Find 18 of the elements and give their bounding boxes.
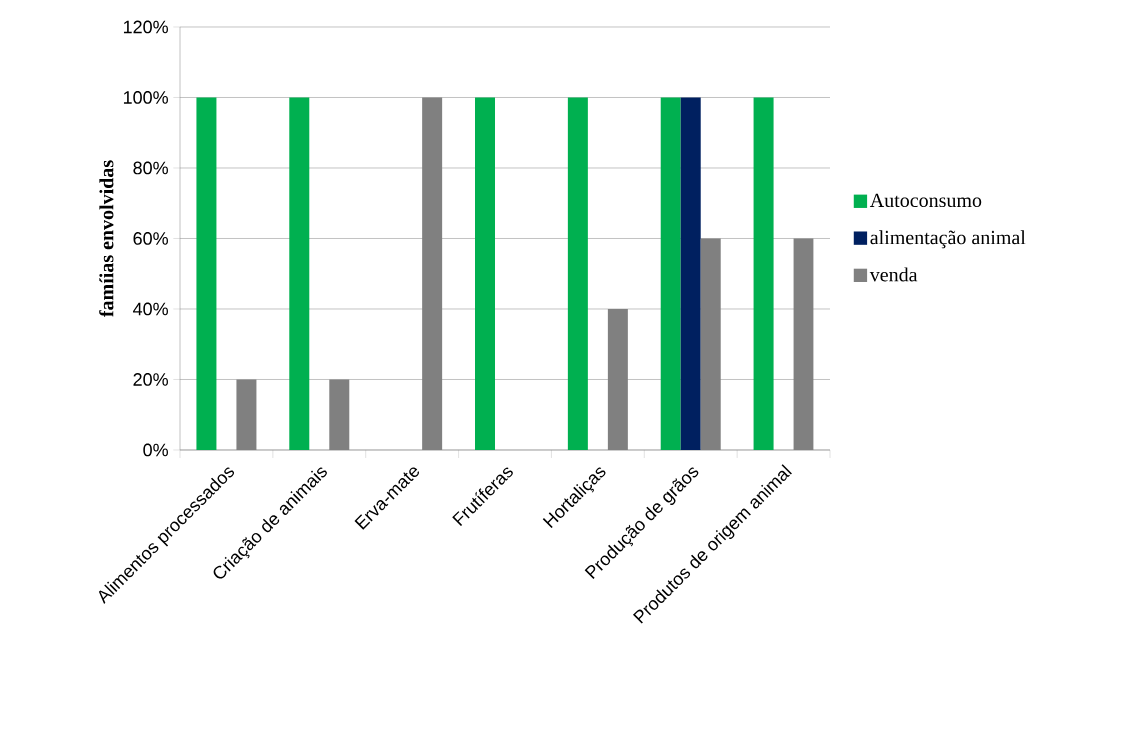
y-tick-label: 100%: [123, 91, 168, 104]
legend-label: alimentação animal: [870, 230, 1026, 249]
y-tick-label: 120%: [123, 20, 168, 34]
bar: [680, 97, 701, 450]
bar: [475, 97, 496, 450]
bar: [753, 97, 774, 450]
y-tick-label: 60%: [133, 232, 168, 245]
y-axis-title: famíias envolvidas: [99, 160, 114, 317]
bar: [567, 97, 588, 450]
legend-label: Autoconsumo: [869, 193, 982, 208]
y-tick-label: 0%: [143, 443, 168, 457]
bar: [196, 97, 217, 450]
bar: [289, 97, 310, 450]
y-tick-label: 20%: [133, 373, 168, 386]
bar: [660, 97, 681, 450]
y-tick-label: 40%: [133, 302, 168, 316]
y-tick-label: 80%: [133, 161, 168, 175]
legend-label: venda: [869, 267, 918, 282]
